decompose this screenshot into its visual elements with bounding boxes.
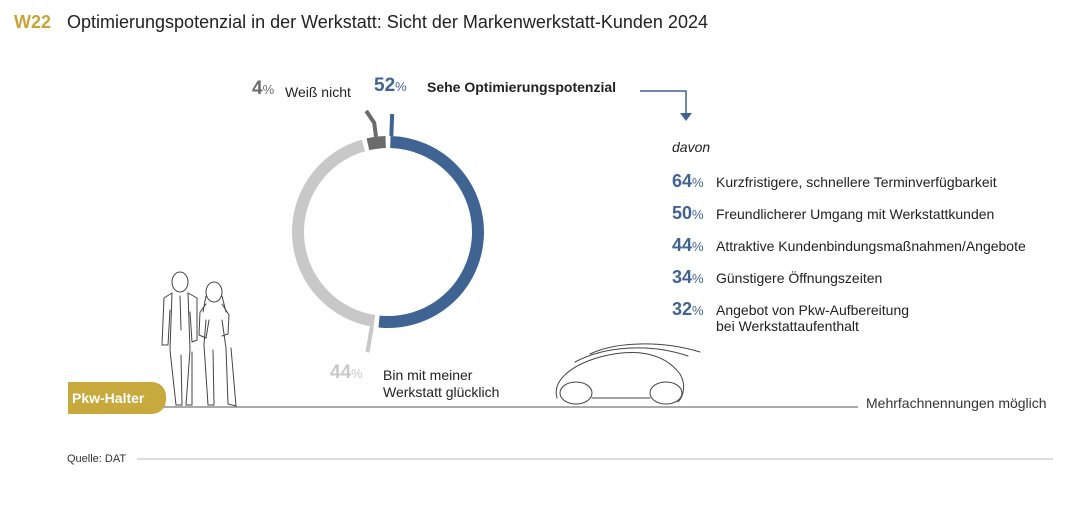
reason-pct: 34%: [672, 267, 704, 287]
chart-title: Optimierungspotenzial in der Werkstatt: …: [67, 12, 708, 32]
reason-item: 32% Angebot von Pkw-Aufbereitung bei Wer…: [672, 300, 909, 334]
slice-weiss-nicht-arc: [366, 136, 386, 151]
slice-weiss-nicht-label: Weiß nicht: [285, 84, 351, 100]
slice-gluecklich-arc: [292, 139, 376, 327]
pkw-halter-badge: Pkw-Halter: [68, 382, 166, 414]
chart-code: W22: [14, 12, 52, 32]
reason-item: 34% Günstigere Öffnungszeiten: [672, 268, 882, 288]
reason-text: Freundlicherer Umgang mit Werkstattkunde…: [716, 206, 995, 222]
leader-weiss-nicht: [364, 109, 378, 138]
davon-label: davon: [672, 139, 711, 155]
leader-optimierung: [389, 114, 395, 137]
reason-text: Kurzfristigere, schnellere Terminverfügb…: [716, 174, 997, 190]
reason-text: Angebot von Pkw-Aufbereitung bei Werksta…: [716, 302, 910, 334]
arrow-head: [680, 113, 692, 121]
reason-item: 44% Attraktive Kundenbindungsmaßnahmen/A…: [672, 236, 1026, 256]
reason-item: 64% Kurzfristigere, schnellere Terminver…: [672, 172, 997, 192]
connector-arrow: [640, 90, 687, 118]
reason-text: Attraktive Kundenbindungsmaßnahmen/Angeb…: [716, 238, 1026, 254]
slice-optimierung-label: Sehe Optimierungspotenzial: [427, 79, 617, 95]
slice-optimierung-arc: [378, 136, 484, 328]
slice-gluecklich-pct: 44%: [330, 362, 363, 383]
slice-optimierung-pct: 52%: [374, 75, 407, 96]
reason-text: Günstigere Öffnungszeiten: [716, 270, 883, 286]
slice-gluecklich-label-line1: Bin mit meiner: [383, 367, 473, 383]
reason-pct: 50%: [672, 203, 704, 223]
source-label: Quelle: DAT: [67, 453, 127, 465]
slice-weiss-nicht-pct: 4%: [252, 78, 275, 99]
leader-gluecklich: [365, 326, 374, 353]
slice-gluecklich-label: Bin mit meiner Werkstatt glücklich: [383, 367, 499, 401]
car-illustration: [555, 343, 701, 405]
reason-pct: 44%: [672, 235, 704, 255]
reason-item: 50% Freundlicherer Umgang mit Werkstattk…: [672, 204, 994, 224]
donut-group: [292, 109, 484, 353]
people-illustration: [161, 271, 237, 407]
multiple-answers-note: Mehrfachnennungen möglich: [866, 395, 1047, 411]
reason-pct: 64%: [672, 171, 704, 191]
reason-pct: 32%: [672, 299, 704, 319]
slice-gluecklich-label-line2: Werkstatt glücklich: [383, 384, 500, 400]
